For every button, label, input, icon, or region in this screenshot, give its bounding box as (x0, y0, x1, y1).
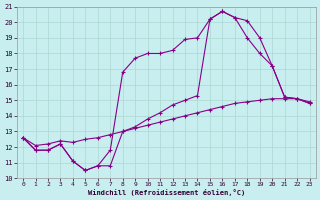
X-axis label: Windchill (Refroidissement éolien,°C): Windchill (Refroidissement éolien,°C) (88, 189, 245, 196)
